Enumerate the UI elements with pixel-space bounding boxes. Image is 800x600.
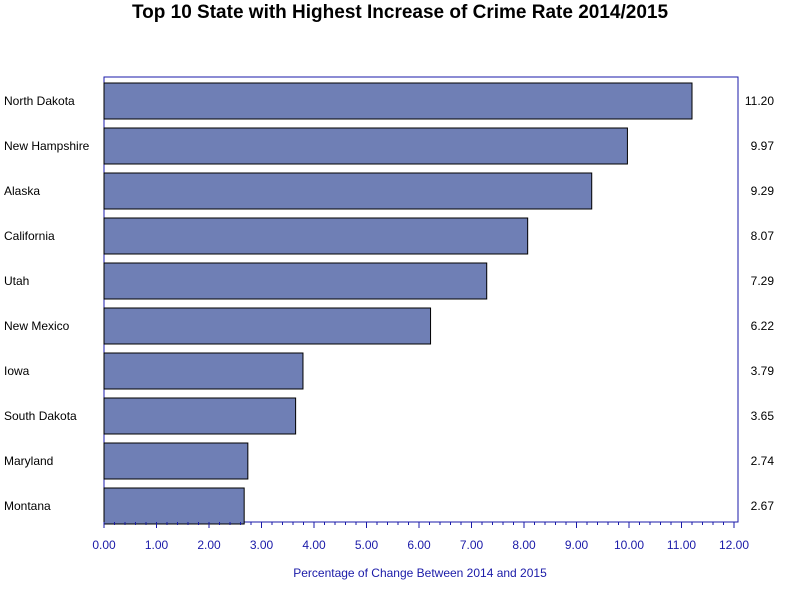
category-label-iowa: Iowa: [4, 364, 30, 378]
x-tick-label: 0.00: [92, 538, 116, 552]
category-label-new-mexico: New Mexico: [4, 319, 70, 333]
category-label-alaska: Alaska: [4, 184, 40, 198]
x-tick-label: 5.00: [355, 538, 379, 552]
value-label-north-dakota: 11.20: [745, 94, 774, 108]
value-label-new-mexico: 6.22: [751, 319, 775, 333]
bar-iowa: [103, 352, 304, 390]
bars-group: [103, 82, 693, 525]
bar-utah: [103, 262, 488, 300]
x-tick-label: 12.00: [719, 538, 749, 552]
value-labels: 11.20 9.97 9.29 8.07 7.29 6.22 3.79 3.65 2.74 2.6…: [745, 94, 774, 513]
value-label-south-dakota: 3.65: [751, 409, 775, 423]
bar-maryland: [103, 442, 249, 480]
x-tick-label: 2.00: [197, 538, 221, 552]
category-label-north-dakota: North Dakota: [4, 94, 75, 108]
bar-montana: [103, 487, 245, 525]
x-tick-label: 1.00: [145, 538, 169, 552]
bar-south-dakota: [103, 397, 297, 435]
x-tick-label: 8.00: [512, 538, 536, 552]
value-label-utah: 7.29: [751, 274, 775, 288]
bar-california: [103, 217, 529, 255]
x-tick-label: 10.00: [614, 538, 644, 552]
x-tick-label: 6.00: [407, 538, 431, 552]
x-tick-label: 7.00: [460, 538, 484, 552]
bar-new-mexico: [103, 307, 432, 345]
x-axis: 0.00 1.00 2.00 3.00 4.00 5.00 6.00 7.00 8.00 9.00…: [92, 522, 749, 552]
value-label-montana: 2.67: [751, 499, 775, 513]
category-labels: North Dakota New Hampshire Alaska Californi…: [4, 94, 90, 513]
x-axis-title: Percentage of Change Between 2014 and 20…: [293, 566, 547, 580]
category-label-montana: Montana: [4, 499, 51, 513]
value-label-maryland: 2.74: [751, 454, 775, 468]
x-tick-label: 3.00: [250, 538, 274, 552]
category-label-utah: Utah: [4, 274, 29, 288]
value-label-alaska: 9.29: [751, 184, 775, 198]
category-label-new-hampshire: New Hampshire: [4, 139, 90, 153]
x-tick-label: 11.00: [667, 538, 696, 552]
value-label-new-hampshire: 9.97: [751, 139, 775, 153]
category-label-california: California: [4, 229, 55, 243]
value-label-california: 8.07: [751, 229, 775, 243]
chart-title: Top 10 State with Highest Increase of Cr…: [132, 2, 669, 23]
category-label-maryland: Maryland: [4, 454, 53, 468]
bar-new-hampshire: [103, 127, 628, 165]
category-label-south-dakota: South Dakota: [4, 409, 77, 423]
x-tick-label: 9.00: [565, 538, 589, 552]
bar-north-dakota: [103, 82, 693, 120]
value-label-iowa: 3.79: [751, 364, 775, 378]
bar-alaska: [103, 172, 593, 210]
x-tick-label: 4.00: [302, 538, 326, 552]
